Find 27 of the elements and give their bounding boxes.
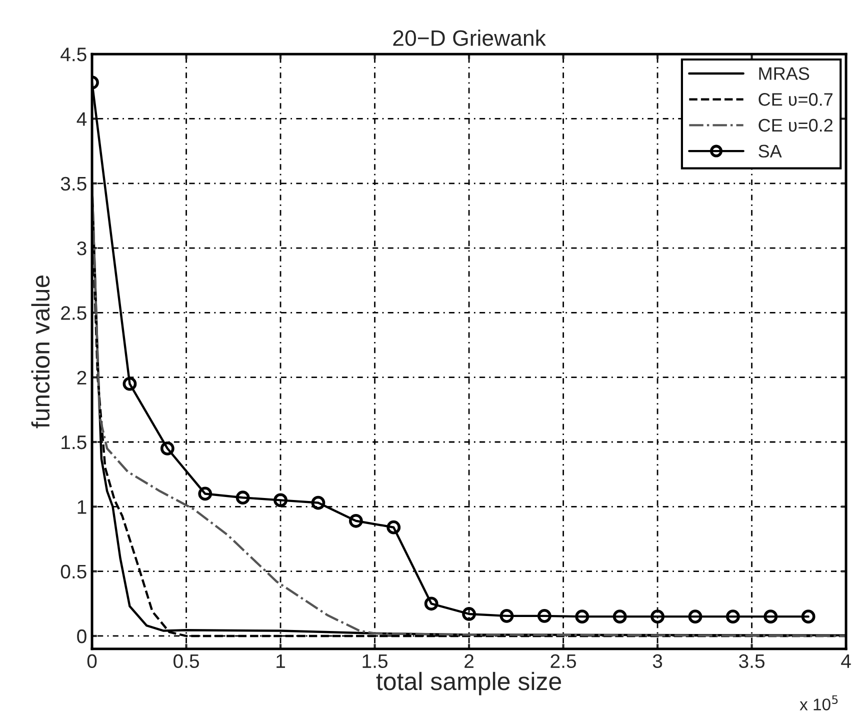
y-tick-label: 0 [77,629,86,644]
y-tick-label: 2 [77,370,86,384]
y-tick-label: 3 [77,242,86,256]
text: x 10$^{5}$ [800,695,838,710]
chart-title: 20−D Griewank [393,30,546,46]
x-tick-label: 3.5 [739,654,764,668]
legend-label: CE ʋ=0.7 [758,93,832,106]
x-tick-label: 1.5 [362,654,388,668]
y-tick-label: 4.5 [60,48,86,62]
x-tick-label: 4 [841,654,851,668]
y-tick-label: 3.5 [60,176,86,191]
x-tick-label: 0.5 [174,654,199,668]
x-axis-title: total sample size [376,672,562,696]
y-tick-label: 0.5 [60,564,86,579]
x-tick-label: 2 [464,654,474,668]
x-tick-label: 0 [87,654,97,668]
y-tick-label: 1 [78,500,86,514]
legend-label: CE ʋ=0.2 [758,118,832,132]
y-axis-title: function value [31,275,50,428]
y-tick-label: 4 [76,112,87,126]
legend-label: MRAS [759,67,810,80]
legend-label: SA [758,144,782,158]
x-tick-label: 1 [276,654,285,668]
x-tick-label: 2.5 [550,654,576,668]
x-tick-label: 3 [652,654,662,668]
y-tick-label: 2.5 [61,306,86,320]
y-tick-label: 1.5 [62,436,86,450]
